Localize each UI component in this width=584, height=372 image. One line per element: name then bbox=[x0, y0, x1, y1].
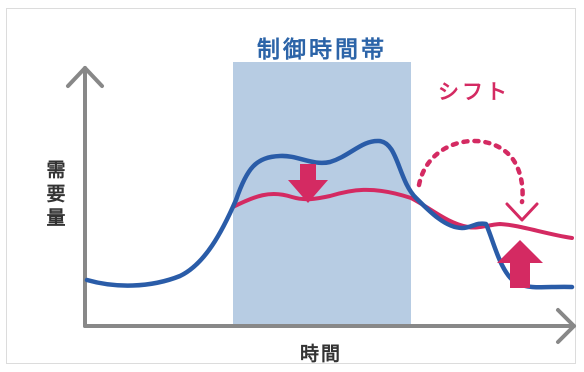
shift-arrowhead bbox=[505, 202, 539, 222]
x-axis-arrowhead bbox=[556, 308, 576, 344]
shift-label: シフト bbox=[438, 80, 510, 104]
reduction-arrow-down bbox=[288, 164, 328, 203]
control-period-label: 制御時間帯 bbox=[257, 37, 387, 63]
axes bbox=[66, 66, 576, 344]
y-axis-arrowhead bbox=[66, 66, 104, 88]
y-axis-label: 需要量 bbox=[46, 159, 66, 229]
x-axis-label: 時間 bbox=[300, 343, 343, 365]
original-demand-curve bbox=[84, 138, 575, 290]
increase-arrow-up bbox=[497, 240, 543, 288]
shift-arc bbox=[416, 138, 525, 205]
controlled-demand-curve bbox=[231, 187, 574, 240]
